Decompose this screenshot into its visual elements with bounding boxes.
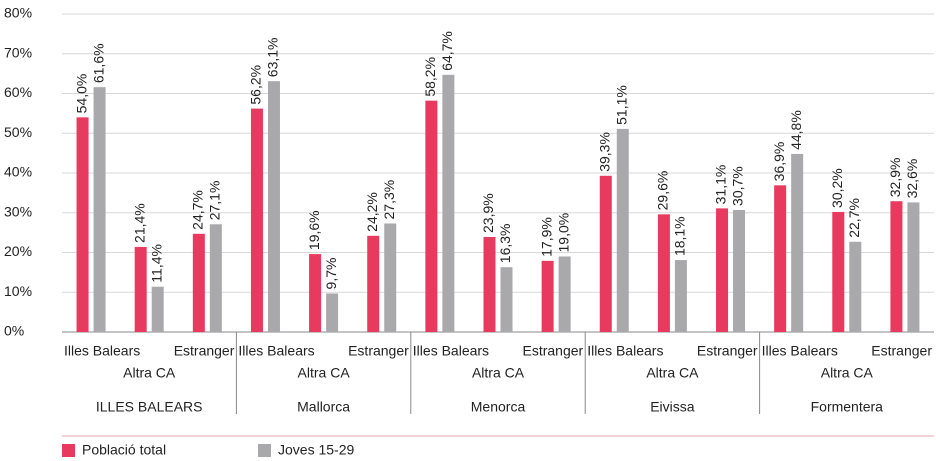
value-label: 54,0% [73, 74, 89, 114]
legend-label: Població total [82, 442, 166, 458]
y-tick-label: 10% [4, 283, 32, 299]
value-label: 39,3% [596, 132, 612, 172]
value-label: 29,6% [655, 171, 671, 211]
value-label: 22,7% [846, 198, 862, 238]
bar [657, 214, 670, 332]
bar [76, 117, 89, 332]
bar [151, 286, 164, 332]
value-label: 19,0% [555, 213, 571, 253]
y-tick-label: 60% [4, 84, 32, 100]
x-tick-label: Altra CA [472, 365, 525, 381]
bar [558, 256, 571, 332]
x-tick-label: Altra CA [298, 365, 351, 381]
value-label: 56,2% [248, 65, 264, 105]
value-label: 58,2% [422, 57, 438, 97]
bar [500, 267, 513, 332]
bar [192, 233, 205, 332]
x-tick-label: Estranger [348, 343, 409, 359]
value-label: 64,7% [439, 31, 455, 71]
bar [733, 209, 746, 332]
value-label: 36,9% [771, 142, 787, 182]
y-tick-label: 70% [4, 44, 32, 60]
bar [442, 74, 455, 332]
bar [209, 224, 222, 332]
value-label: 24,7% [190, 190, 206, 230]
value-label: 30,7% [730, 166, 746, 206]
y-tick-label: 30% [4, 203, 32, 219]
value-label: 30,2% [829, 168, 845, 208]
y-tick-label: 0% [4, 323, 24, 339]
x-tick-label: Illes Balears [238, 343, 314, 359]
value-label: 23,9% [480, 193, 496, 233]
bar [267, 81, 280, 333]
group-label: Formentera [811, 399, 884, 415]
x-tick-label: Illes Balears [64, 343, 140, 359]
value-label: 51,1% [613, 85, 629, 125]
value-label: 44,8% [788, 110, 804, 150]
bar [483, 236, 496, 332]
x-tick-label: Illes Balears [587, 343, 663, 359]
bar [599, 175, 612, 332]
y-tick-label: 80% [4, 5, 32, 21]
value-label: 27,1% [207, 181, 223, 221]
y-tick-label: 40% [4, 164, 32, 180]
group-label: ILLES BALEARS [96, 399, 203, 415]
x-tick-label: Estranger [522, 343, 583, 359]
value-label: 9,7% [323, 258, 339, 290]
bar [134, 246, 147, 332]
x-tick-label: Altra CA [646, 365, 699, 381]
bar [541, 260, 554, 332]
bar [326, 293, 339, 332]
value-label: 18,1% [672, 216, 688, 256]
value-label: 31,1% [713, 165, 729, 205]
bar [716, 208, 729, 332]
y-tick-label: 50% [4, 124, 32, 140]
group-label: Eivissa [650, 399, 695, 415]
value-label: 19,6% [306, 210, 322, 250]
value-label: 32,6% [904, 159, 920, 199]
bar [616, 128, 629, 332]
x-tick-label: Estranger [174, 343, 235, 359]
bar [425, 100, 438, 332]
x-tick-label: Altra CA [821, 365, 874, 381]
legend-swatch [62, 444, 75, 457]
value-label: 27,3% [381, 180, 397, 220]
bar [384, 223, 397, 332]
value-label: 24,2% [364, 192, 380, 232]
bar [890, 201, 903, 332]
x-tick-label: Estranger [697, 343, 758, 359]
bar [832, 211, 845, 332]
bar [309, 254, 322, 332]
value-label: 32,9% [887, 158, 903, 198]
value-label: 17,9% [538, 217, 554, 257]
legend-label: Joves 15-29 [278, 442, 354, 458]
value-label: 16,3% [497, 224, 513, 264]
value-label: 11,4% [148, 244, 164, 283]
legend-swatch [258, 444, 271, 457]
bar [93, 87, 106, 332]
bar [774, 185, 787, 332]
bar [367, 235, 380, 332]
bar [849, 241, 862, 332]
group-label: Menorca [471, 399, 526, 415]
value-label: 61,6% [90, 43, 106, 83]
x-tick-label: Estranger [871, 343, 932, 359]
x-tick-label: Illes Balears [762, 343, 838, 359]
value-label: 63,1% [265, 37, 281, 77]
y-tick-label: 20% [4, 243, 32, 259]
bar [250, 108, 263, 332]
bar [674, 260, 687, 332]
bar [791, 153, 804, 332]
value-label: 21,4% [131, 203, 147, 243]
bar [907, 202, 920, 332]
group-label: Mallorca [297, 399, 350, 415]
x-tick-label: Altra CA [123, 365, 176, 381]
x-tick-label: Illes Balears [413, 343, 489, 359]
